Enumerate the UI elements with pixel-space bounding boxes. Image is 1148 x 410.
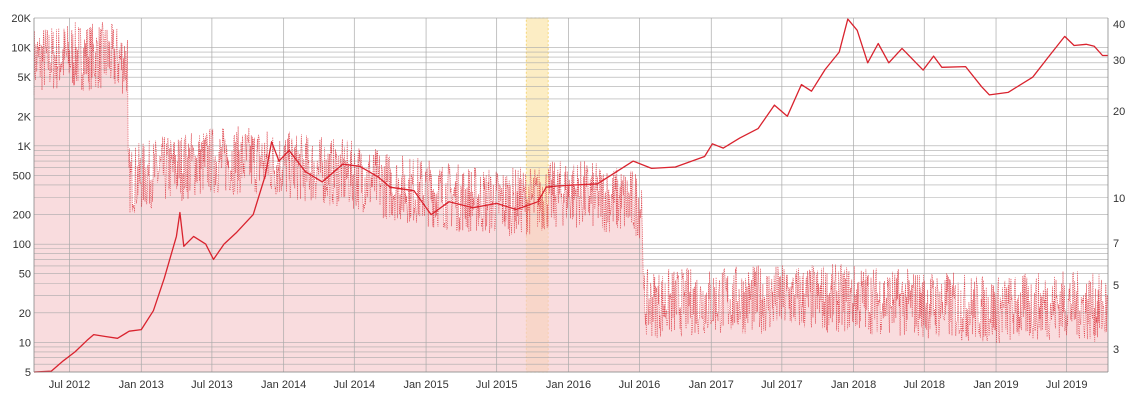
series-1-line <box>33 21 1109 343</box>
y-right-tick-label: 5 <box>1113 280 1119 292</box>
x-tick-label: Jul 2015 <box>476 379 518 391</box>
y-left-tick-label: 10K <box>11 43 31 55</box>
y-right-tick-label: 40 <box>1113 19 1125 31</box>
x-tick-label: Jan 2017 <box>689 379 734 391</box>
x-tick-label: Jul 2012 <box>49 379 91 391</box>
line-layer <box>33 18 1109 373</box>
y-left-tick-label: 500 <box>13 170 31 182</box>
y-right-tick-label: 3 <box>1113 344 1119 356</box>
y-right-tick-label: 7 <box>1113 238 1119 250</box>
x-tick-label: Jan 2014 <box>261 379 306 391</box>
y-left-tick-label: 10 <box>19 337 31 349</box>
x-tick-label: Jan 2019 <box>973 379 1018 391</box>
y-right-tick-label: 10 <box>1113 193 1125 205</box>
y-left-tick-label: 2K <box>18 111 32 123</box>
x-tick-label: Jul 2017 <box>761 379 803 391</box>
y-left-tick-label: 1K <box>18 141 32 153</box>
x-tick-label: Jan 2018 <box>831 379 876 391</box>
y-left-tick-label: 5K <box>18 72 32 84</box>
x-tick-label: Jul 2014 <box>333 379 375 391</box>
axis-layer: 5 10 20 50 100 200 500 1K 2K 5K 10K 20K 3 5 7 10 20 30 40 J… <box>11 13 1125 391</box>
area-layer <box>34 21 1108 373</box>
y-left-tick-label: 5 <box>25 367 31 379</box>
grid-layer <box>34 17 1108 373</box>
x-tick-label: Jan 2016 <box>546 379 591 391</box>
y-left-tick-label: 50 <box>19 269 31 281</box>
x-tick-label: Jan 2013 <box>119 379 164 391</box>
x-tick-label: Jul 2013 <box>191 379 233 391</box>
x-tick-label: Jan 2015 <box>403 379 448 391</box>
x-tick-label: Jul 2016 <box>619 379 661 391</box>
x-tick-label: Jul 2019 <box>1046 379 1088 391</box>
x-tick-label: Jul 2018 <box>903 379 945 391</box>
y-right-tick-label: 20 <box>1113 106 1125 118</box>
y-left-tick-label: 20 <box>19 308 31 320</box>
y-left-tick-label: 20K <box>11 13 31 25</box>
series-0-line <box>33 18 1108 373</box>
series-1-area <box>34 21 1108 373</box>
y-left-tick-label: 200 <box>13 210 31 222</box>
y-right-tick-label: 30 <box>1113 55 1125 67</box>
y-left-tick-label: 100 <box>13 239 31 251</box>
